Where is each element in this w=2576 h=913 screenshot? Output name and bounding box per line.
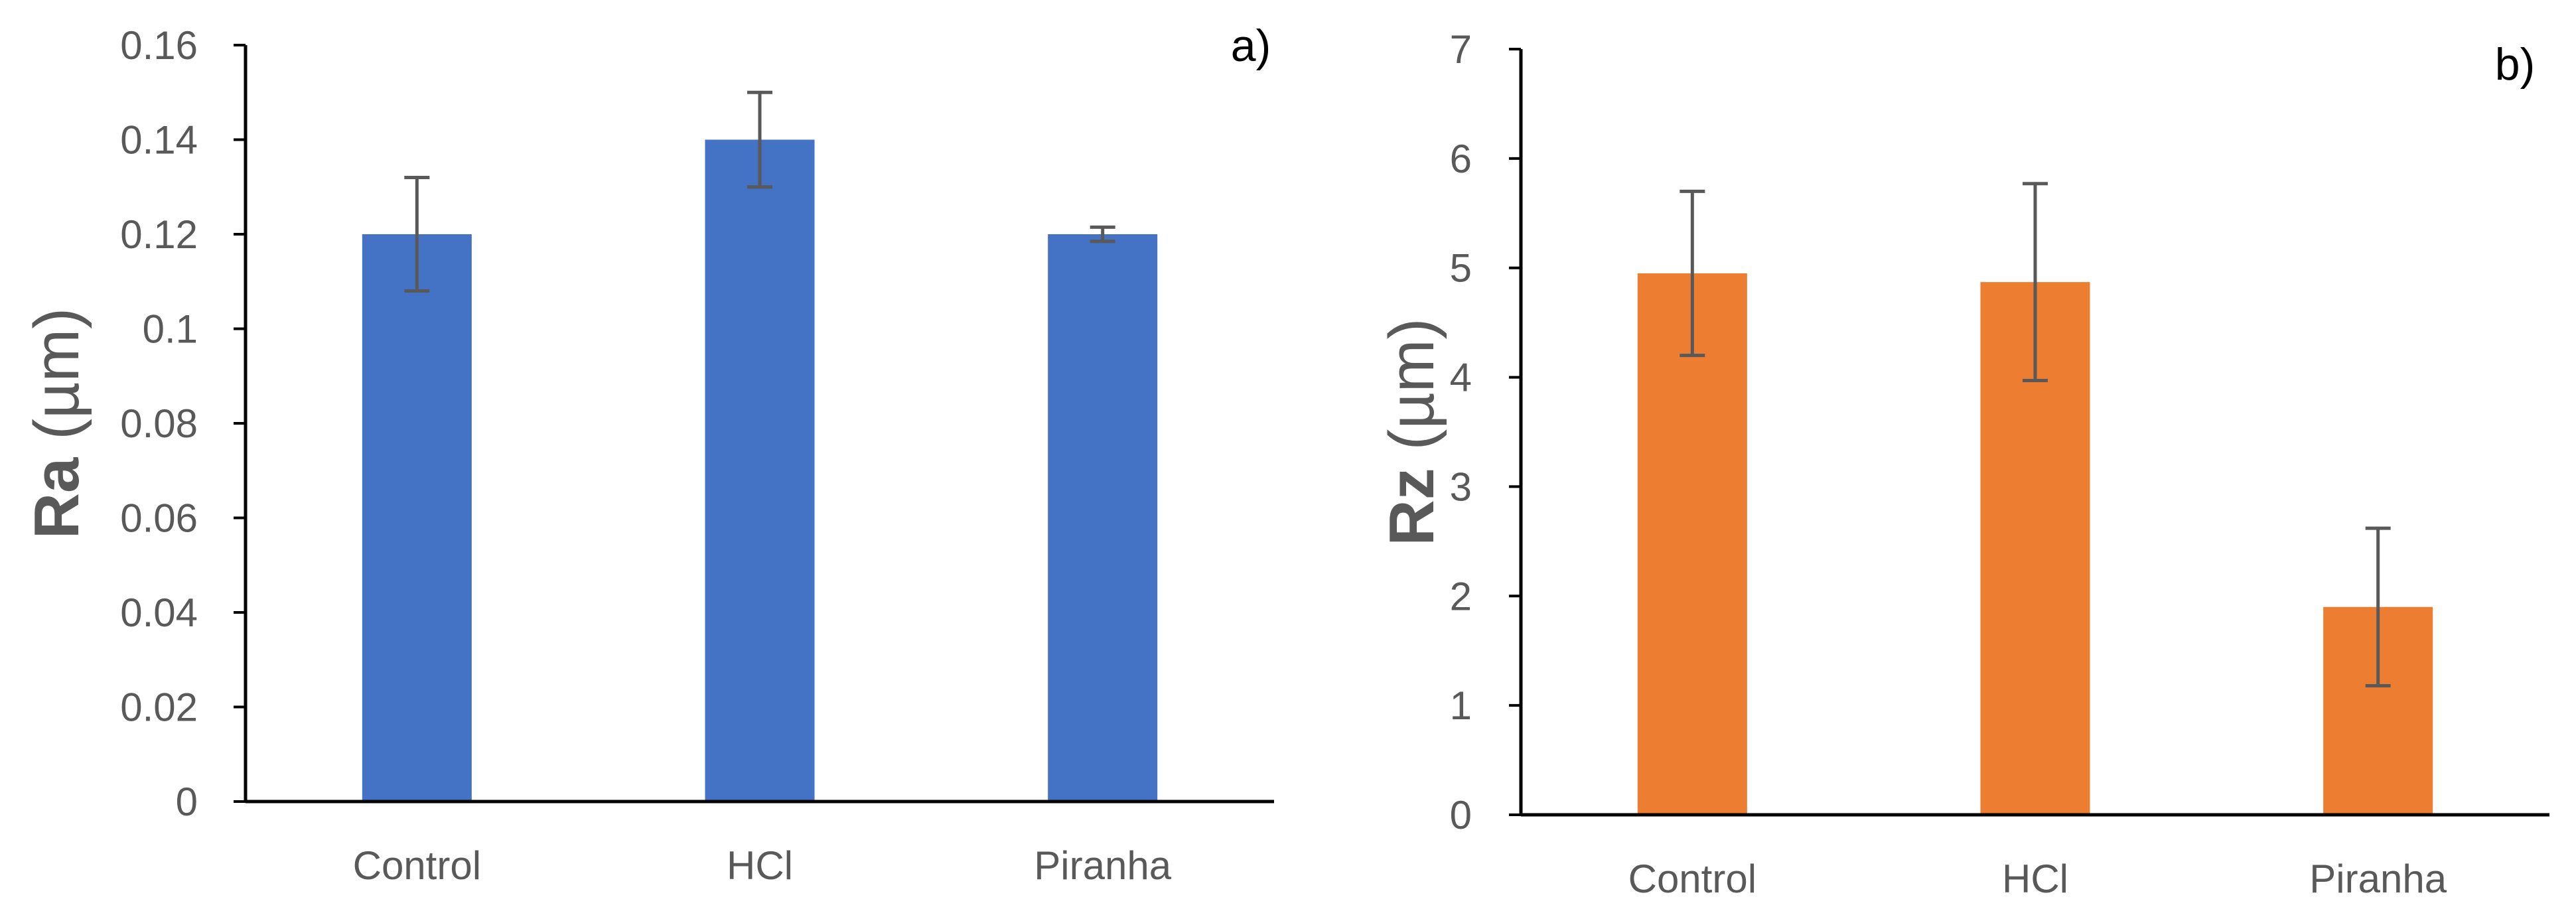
- error-bar-hcl: [747, 90, 772, 189]
- x-tick-label-control: Control: [353, 843, 481, 888]
- x-tick-label-hcl: HCl: [2002, 857, 2068, 901]
- y-tick-label: 0.06: [120, 496, 198, 541]
- y-tick-labels-group: 0 0.02 0.04 0.06 0.08 0.1 0.12 0.14 0.16: [120, 23, 198, 824]
- y-axis-title-bold: Rz: [1376, 468, 1447, 545]
- y-tick-label: 5: [1450, 246, 1472, 291]
- panel-label-b: b): [2495, 39, 2535, 90]
- y-tick-label: 0.16: [120, 23, 198, 68]
- y-tick-label: 2: [1450, 574, 1472, 618]
- y-tick-label: 0: [1450, 793, 1472, 837]
- chart-panel-b: 0 1 2 3 4 5 6 7 Control HCl Piranha Rz (µm) b): [1376, 27, 2549, 901]
- y-axis-title: Rz (µm): [1376, 318, 1447, 545]
- bar-control: [362, 234, 472, 802]
- y-axis-title-unit: (µm): [1376, 318, 1447, 468]
- y-axis-title-unit: (µm): [21, 308, 92, 458]
- y-tick-marks-group: [234, 44, 246, 803]
- y-tick-label: 0.1: [143, 307, 198, 352]
- x-tick-label-piranha: Piranha: [2309, 857, 2447, 901]
- bar-hcl: [705, 139, 815, 802]
- y-tick-labels-group: 0 1 2 3 4 5 6 7: [1450, 27, 1472, 837]
- y-tick-label: 7: [1450, 27, 1472, 72]
- y-tick-label: 4: [1450, 356, 1472, 400]
- panel-label-a: a): [1231, 21, 1271, 71]
- error-bars-group: [1680, 182, 2391, 687]
- y-tick-label: 0.08: [120, 401, 198, 446]
- bar-piranha: [1048, 234, 1158, 802]
- x-tick-label-piranha: Piranha: [1034, 843, 1171, 888]
- bars-group: [362, 139, 1158, 802]
- y-tick-label: 3: [1450, 464, 1472, 509]
- y-tick-label: 0.04: [120, 591, 198, 635]
- error-bar-piranha: [2365, 526, 2391, 687]
- bar-control: [1637, 273, 1747, 815]
- error-bar-hcl: [2023, 182, 2048, 383]
- y-tick-label: 0: [176, 780, 198, 824]
- y-axis-title-bold: Ra: [21, 457, 92, 539]
- y-tick-label: 1: [1450, 683, 1472, 728]
- y-axis-title: Ra (µm): [21, 308, 92, 539]
- y-tick-marks-group: [1509, 48, 1521, 816]
- error-bar-control: [1680, 189, 1705, 358]
- y-tick-label: 0.14: [120, 118, 198, 163]
- y-tick-label: 0.02: [120, 685, 198, 730]
- y-tick-label: 6: [1450, 137, 1472, 181]
- x-category-labels-group: Control HCl Piranha: [353, 843, 1172, 888]
- y-tick-label: 0.12: [120, 212, 198, 257]
- error-bars-group: [404, 90, 1115, 293]
- x-tick-label-hcl: HCl: [727, 843, 793, 888]
- error-bar-control: [404, 176, 430, 293]
- x-category-labels-group: Control HCl Piranha: [1628, 857, 2447, 901]
- x-tick-label-control: Control: [1628, 857, 1756, 901]
- error-bar-piranha: [1090, 225, 1115, 244]
- chart-panel-a: 0 0.02 0.04 0.06 0.08 0.1 0.12 0.14 0.16 Control…: [21, 21, 1274, 888]
